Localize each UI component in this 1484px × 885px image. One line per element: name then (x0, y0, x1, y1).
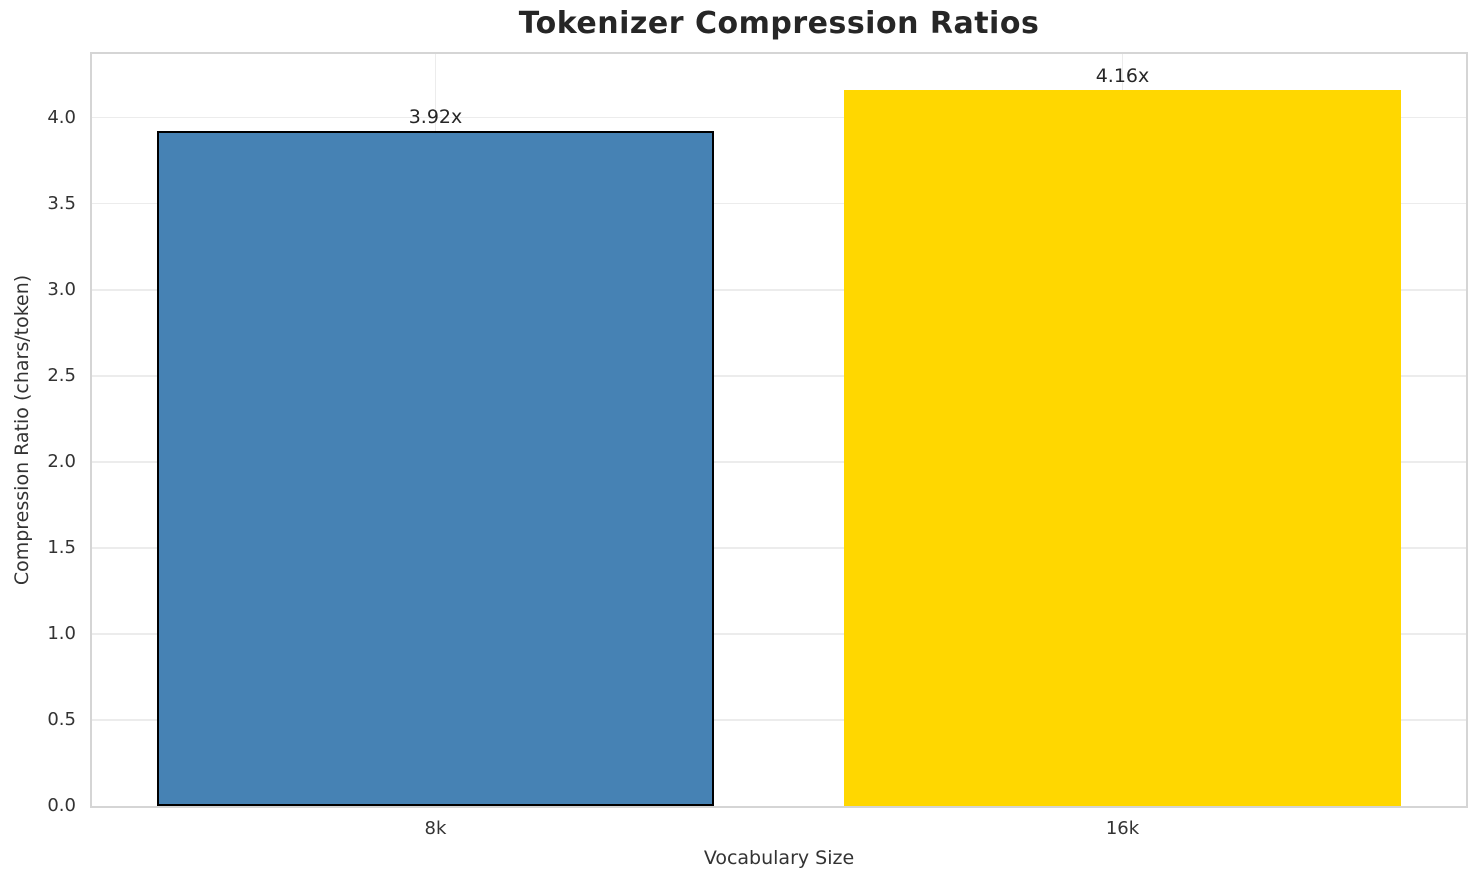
chart-title: Tokenizer Compression Ratios (518, 6, 1040, 41)
x-axis-label: Vocabulary Size (703, 847, 855, 869)
y-tick-label: 3.0 (47, 278, 76, 300)
gridline-h (92, 633, 1466, 635)
gridline-h (92, 547, 1466, 549)
bar-16k (844, 90, 1401, 806)
gridline-h (92, 116, 1466, 119)
y-tick-label: 3.5 (47, 192, 76, 214)
x-tick-label: 16k (1105, 818, 1140, 839)
bar-8k (157, 131, 714, 806)
bar-value-label: 3.92x (408, 106, 463, 129)
y-tick-label: 0.0 (47, 795, 76, 816)
x-tick-label: 8k (424, 818, 447, 839)
gridline-h (92, 202, 1466, 205)
gridline-h (92, 719, 1466, 721)
y-tick-label: 1.0 (47, 622, 76, 644)
y-tick-label: 0.5 (47, 708, 76, 730)
y-tick-label: 2.5 (47, 364, 76, 386)
plot-area: 3.92x 4.16x (90, 52, 1468, 808)
bar-value-label: 4.16x (1095, 65, 1150, 88)
gridline-h (92, 461, 1466, 463)
gridline-h (92, 289, 1466, 291)
gridline-h (92, 375, 1466, 377)
y-tick-label: 4.0 (47, 106, 76, 128)
y-tick-label: 2.0 (47, 450, 76, 472)
y-tick-label: 1.5 (47, 536, 76, 558)
